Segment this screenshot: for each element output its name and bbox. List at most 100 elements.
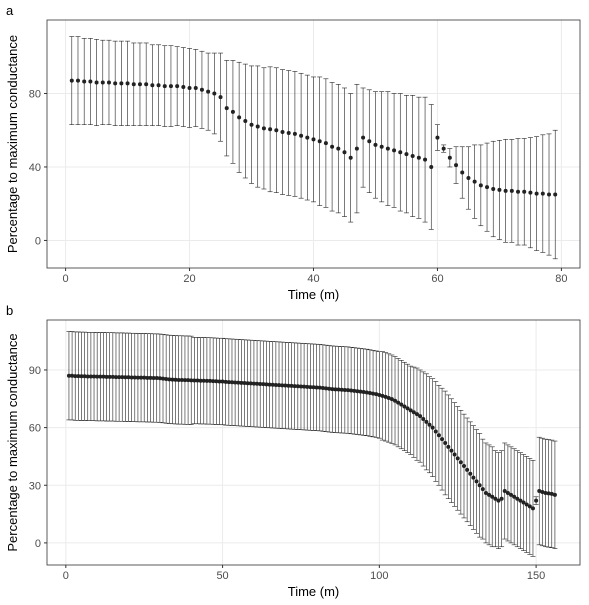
point (208, 378, 213, 383)
point (212, 91, 217, 96)
point (286, 130, 291, 135)
point (361, 390, 366, 395)
point (107, 374, 112, 379)
point (69, 78, 74, 83)
point (211, 379, 216, 384)
point (418, 414, 423, 419)
point (251, 381, 256, 386)
point (512, 494, 517, 499)
point (373, 142, 378, 147)
point (151, 376, 156, 381)
point (327, 386, 332, 391)
point (255, 124, 260, 129)
point (248, 381, 253, 386)
point (399, 402, 404, 407)
point (299, 133, 304, 138)
x-axis-title: Time (m) (288, 287, 340, 302)
point (465, 467, 470, 472)
point (277, 383, 282, 388)
point (516, 189, 521, 194)
point (404, 152, 409, 157)
x-tick-label: 100 (370, 570, 388, 582)
point (274, 128, 279, 133)
point (358, 389, 363, 394)
point (106, 80, 111, 85)
point (386, 396, 391, 401)
y-tick-label: 60 (29, 423, 41, 435)
point (408, 408, 413, 413)
x-tick-label: 40 (307, 273, 319, 285)
point (427, 422, 432, 427)
point (416, 155, 421, 160)
point (144, 82, 149, 87)
point (452, 452, 457, 457)
point (101, 374, 106, 379)
point (354, 146, 359, 151)
point (75, 78, 80, 83)
point (455, 456, 460, 461)
point (421, 416, 426, 421)
point (261, 126, 266, 131)
point (528, 190, 533, 195)
point (198, 378, 203, 383)
point (377, 392, 382, 397)
point (502, 489, 507, 494)
x-tick-label: 20 (183, 273, 195, 285)
point (547, 192, 552, 197)
point (441, 146, 446, 151)
point (168, 84, 173, 89)
point (142, 375, 147, 380)
point (289, 383, 294, 388)
point (270, 382, 275, 387)
point (295, 384, 300, 389)
point (223, 379, 228, 384)
point (292, 131, 297, 136)
point (88, 374, 93, 379)
point (521, 500, 526, 505)
point (402, 404, 407, 409)
point (530, 506, 535, 511)
point (305, 384, 310, 389)
point (348, 155, 353, 160)
point (243, 119, 248, 124)
point (345, 388, 350, 393)
point (435, 135, 440, 140)
point (440, 437, 445, 442)
y-tick-label: 0 (35, 235, 41, 247)
point (268, 127, 273, 132)
point (383, 394, 388, 399)
point (145, 375, 150, 380)
point (220, 379, 225, 384)
point (553, 192, 558, 197)
point (497, 187, 502, 192)
point (317, 139, 322, 144)
point (320, 386, 325, 391)
point (236, 380, 241, 385)
point (396, 400, 401, 405)
point (423, 157, 428, 162)
point (214, 379, 219, 384)
point (552, 492, 557, 497)
point (273, 382, 278, 387)
point (305, 135, 310, 140)
point (392, 148, 397, 153)
point (371, 391, 376, 396)
point (179, 377, 184, 382)
y-tick-label: 0 (35, 538, 41, 550)
point (199, 87, 204, 92)
point (522, 189, 527, 194)
point (490, 494, 495, 499)
point (367, 391, 372, 396)
point (474, 479, 479, 484)
point (120, 375, 125, 380)
point (192, 378, 197, 383)
point (342, 387, 347, 392)
point (534, 498, 539, 503)
point (317, 385, 322, 390)
point (88, 79, 93, 84)
point (458, 460, 463, 465)
point (367, 139, 372, 144)
point (261, 382, 266, 387)
point (443, 440, 448, 445)
